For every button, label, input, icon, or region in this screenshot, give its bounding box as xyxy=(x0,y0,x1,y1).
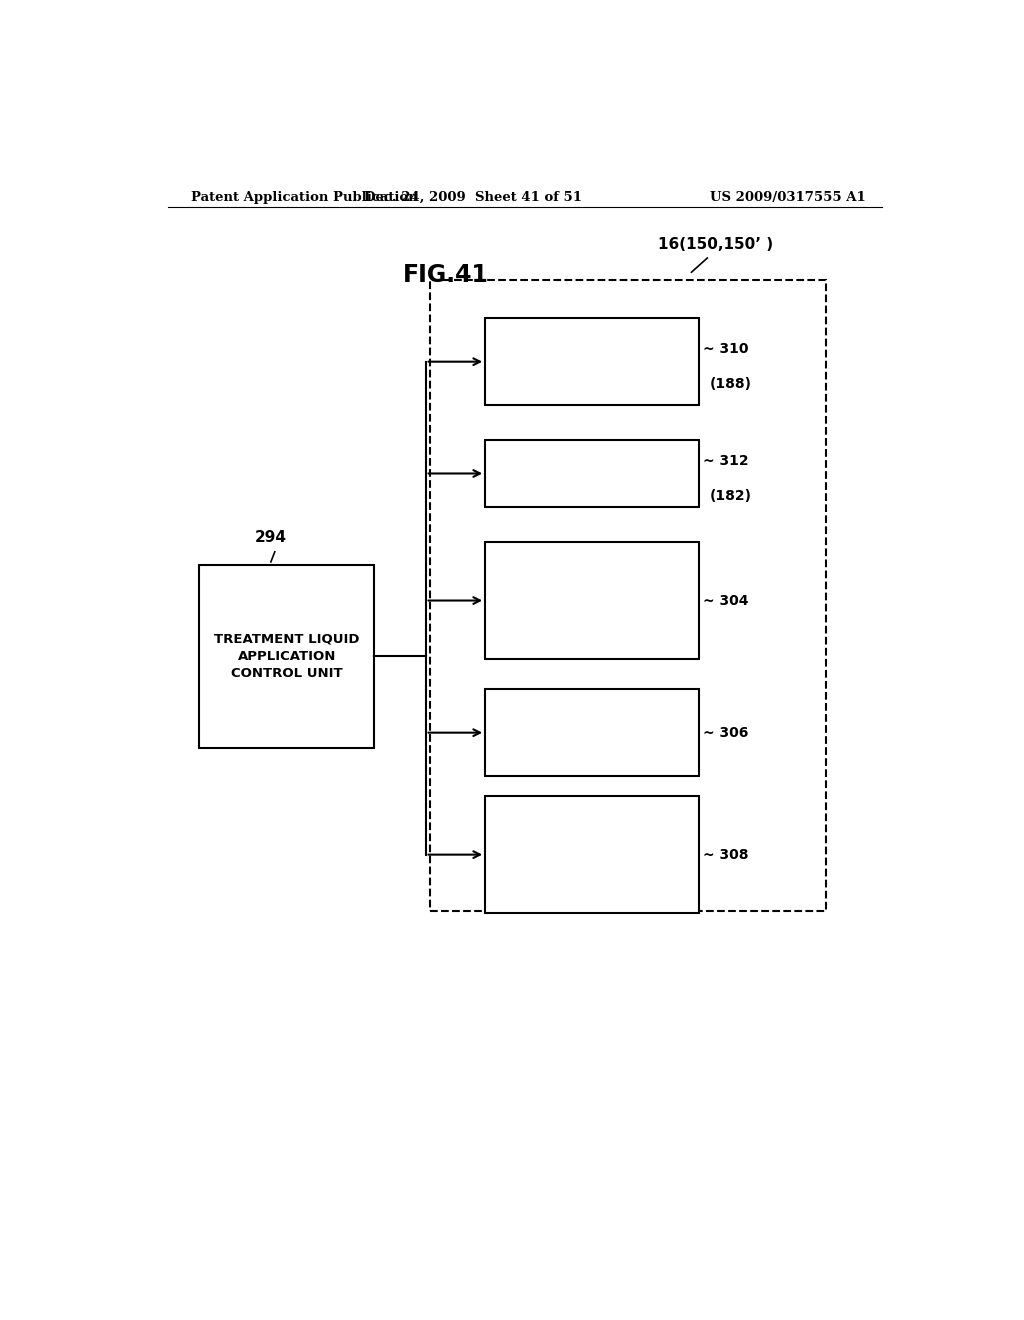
Text: ~ 306: ~ 306 xyxy=(703,726,749,739)
Bar xyxy=(485,796,699,913)
Bar xyxy=(485,689,699,776)
Text: ~ 310: ~ 310 xyxy=(703,342,749,356)
Text: (182): (182) xyxy=(710,488,752,503)
Text: LIQUID SPRAY
VALVE: LIQUID SPRAY VALVE xyxy=(541,459,644,488)
Bar xyxy=(485,543,699,659)
Text: TREATMENT LIQUID
APPLICATION
CONTROL UNIT: TREATMENT LIQUID APPLICATION CONTROL UNI… xyxy=(214,632,359,680)
Text: ~ 312: ~ 312 xyxy=(703,454,749,469)
Text: (188): (188) xyxy=(710,378,752,391)
Bar xyxy=(200,565,374,748)
Text: FIG.41: FIG.41 xyxy=(402,263,488,288)
Text: ROLLER
ABUTMENT
/SEPARATION
MECHANISM
DRIVE UNIT: ROLLER ABUTMENT /SEPARATION MECHANISM DR… xyxy=(543,562,641,639)
Text: 294: 294 xyxy=(255,529,287,545)
Text: VARIABLE
PRECISION
REGULATOR: VARIABLE PRECISION REGULATOR xyxy=(548,339,637,384)
Text: MAIN BLADE
ABUTMENT
/SEPARATION
MECHANISM
DRIVE UNIT: MAIN BLADE ABUTMENT /SEPARATION MECHANIS… xyxy=(543,816,641,894)
Text: Patent Application Publication: Patent Application Publication xyxy=(191,190,418,203)
Text: ~ 308: ~ 308 xyxy=(703,847,749,862)
Bar xyxy=(485,318,699,405)
Bar xyxy=(430,280,826,911)
Text: 16(150,150’ ): 16(150,150’ ) xyxy=(657,236,773,252)
Bar xyxy=(485,441,699,507)
Text: SPIRAL ROLLER
ROTATION
DRIVE UNIT: SPIRAL ROLLER ROTATION DRIVE UNIT xyxy=(535,710,650,755)
Text: ~ 304: ~ 304 xyxy=(703,594,749,607)
Text: US 2009/0317555 A1: US 2009/0317555 A1 xyxy=(711,190,866,203)
Text: Dec. 24, 2009  Sheet 41 of 51: Dec. 24, 2009 Sheet 41 of 51 xyxy=(365,190,583,203)
